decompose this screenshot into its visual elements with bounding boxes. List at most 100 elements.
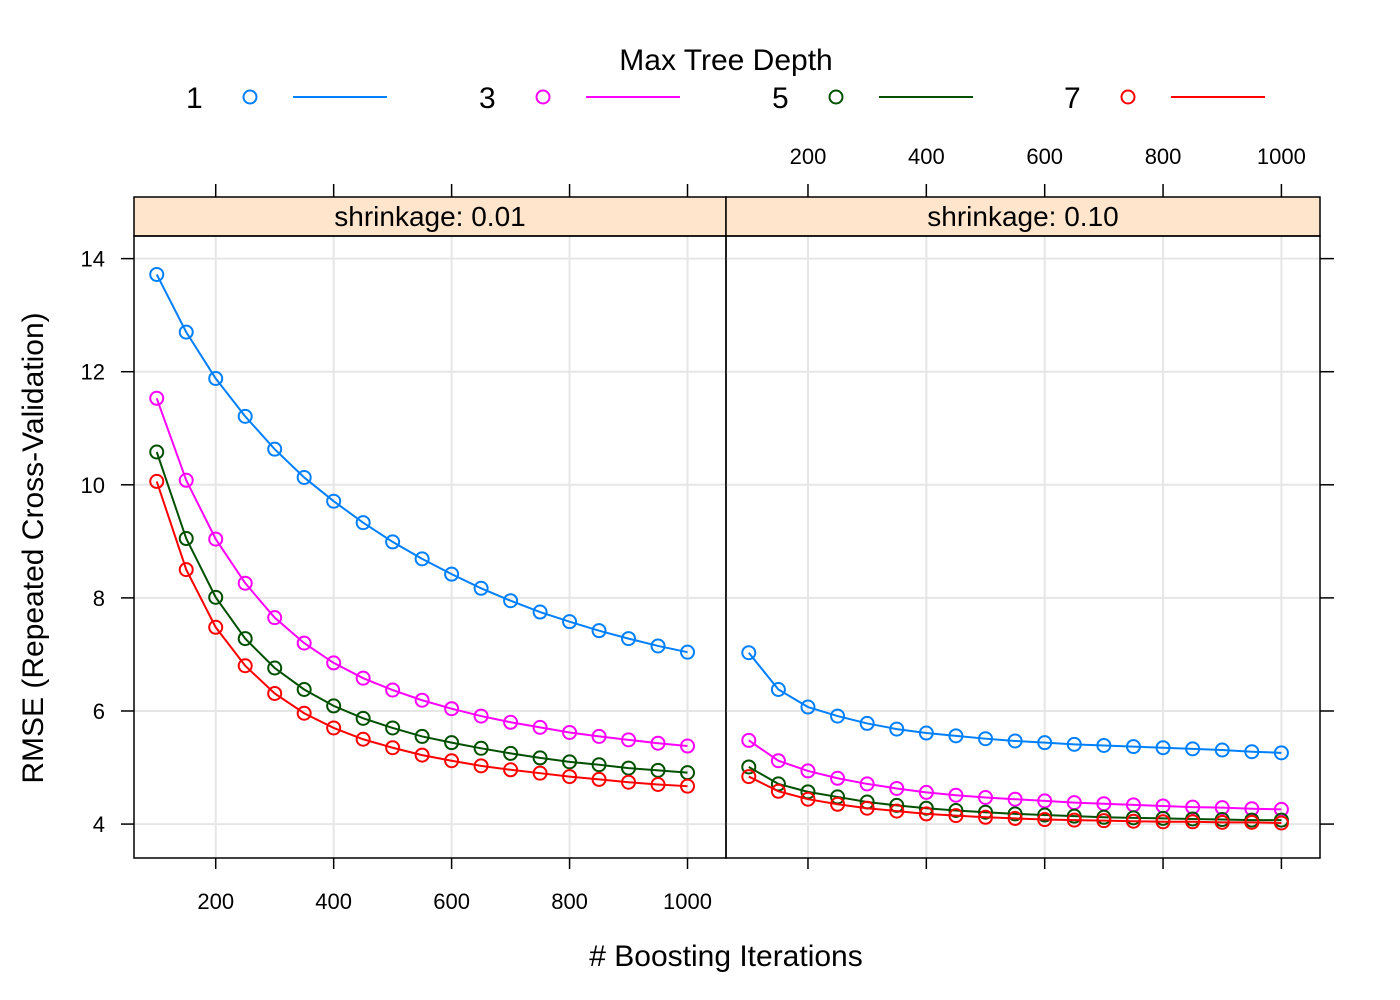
y-tick-label: 14 — [81, 247, 105, 272]
data-point — [355, 515, 371, 531]
data-point — [948, 803, 964, 819]
data-point — [562, 754, 578, 770]
y-tick-label: 6 — [93, 699, 105, 724]
data-point — [444, 735, 460, 751]
data-point — [1007, 791, 1023, 807]
x-tick-label-top: 200 — [790, 144, 827, 169]
legend-label-5: 5 — [772, 82, 789, 115]
x-axis: 200 400 600 800 1000 — [790, 144, 1306, 869]
series-line-3 — [748, 739, 1282, 811]
data-point — [414, 728, 430, 744]
data-point — [444, 566, 460, 582]
data-point — [1273, 815, 1289, 831]
y-tick-label: 8 — [93, 586, 105, 611]
data-point — [208, 370, 224, 386]
data-point — [385, 534, 401, 550]
data-point — [1155, 814, 1171, 830]
data-point — [1185, 799, 1201, 815]
data-point — [918, 806, 934, 822]
series-7 — [149, 473, 696, 794]
data-point — [591, 728, 607, 744]
data-point — [800, 791, 816, 807]
data-point — [859, 715, 875, 731]
series-7 — [741, 769, 1289, 831]
grid — [134, 236, 726, 858]
data-point — [385, 740, 401, 756]
data-point — [149, 473, 165, 489]
series-line-7 — [155, 481, 688, 788]
x-tick-label: 200 — [197, 889, 234, 914]
data-point — [948, 787, 964, 803]
data-point — [830, 796, 846, 812]
data-point — [178, 531, 194, 547]
data-point — [1273, 745, 1289, 761]
data-point — [414, 747, 430, 763]
data-point — [532, 750, 548, 766]
legend-label-7: 7 — [1064, 82, 1081, 115]
data-point — [650, 762, 666, 778]
data-point — [1214, 814, 1230, 830]
data-point — [978, 731, 994, 747]
data-point — [326, 698, 342, 714]
legend-marker-5 — [828, 89, 844, 105]
legend-marker-3 — [535, 89, 551, 105]
data-point — [149, 444, 165, 460]
data-point — [680, 778, 696, 794]
strip-label: shrinkage: 0.01 — [334, 201, 525, 232]
data-point — [355, 710, 371, 726]
legend-entry-7: 7 — [1064, 82, 1265, 115]
data-point — [948, 728, 964, 744]
data-point — [208, 531, 224, 547]
data-point — [889, 803, 905, 819]
x-tick-label-top: 600 — [1026, 144, 1063, 169]
y-axis-title: RMSE (Repeated Cross-Validation) — [17, 312, 50, 783]
data-point — [650, 638, 666, 654]
data-point — [267, 685, 283, 701]
grid — [726, 236, 1320, 858]
data-point — [1185, 814, 1201, 830]
series-line-1 — [748, 652, 1282, 754]
data-point — [355, 670, 371, 686]
panel-strip — [133, 196, 727, 237]
data-point — [414, 692, 430, 708]
data-point — [237, 575, 253, 591]
series-3 — [741, 732, 1289, 817]
x-axis: 200 400 600 800 1000 — [197, 184, 712, 914]
panel-1: shrinkage: 0.01 200 400 600 800 1000 — [133, 184, 727, 914]
data-point — [355, 731, 371, 747]
data-point — [1185, 741, 1201, 757]
data-point — [621, 774, 637, 790]
series-line-5 — [155, 451, 688, 774]
data-point — [1066, 812, 1082, 828]
data-point — [1037, 793, 1053, 809]
data-point — [1214, 800, 1230, 816]
x-tick-label: 600 — [433, 889, 470, 914]
x-tick-label: 800 — [551, 889, 588, 914]
data-point — [1214, 742, 1230, 758]
data-point — [503, 714, 519, 730]
data-point — [591, 771, 607, 787]
data-point — [267, 660, 283, 676]
data-point — [1007, 810, 1023, 826]
data-point — [1244, 814, 1260, 830]
data-point — [532, 719, 548, 735]
data-point — [859, 776, 875, 792]
data-point — [503, 745, 519, 761]
data-point — [296, 705, 312, 721]
data-point — [741, 645, 757, 661]
data-point — [385, 720, 401, 736]
legend-entry-5: 5 — [772, 82, 973, 115]
data-point — [326, 493, 342, 509]
data-point — [444, 753, 460, 769]
data-point — [650, 776, 666, 792]
data-point — [770, 681, 786, 697]
data-point — [859, 800, 875, 816]
data-point — [680, 644, 696, 660]
data-point — [178, 324, 194, 340]
data-point — [830, 770, 846, 786]
series-1 — [741, 645, 1289, 761]
x-tick-label-top: 1000 — [1257, 144, 1306, 169]
data-point — [473, 580, 489, 596]
